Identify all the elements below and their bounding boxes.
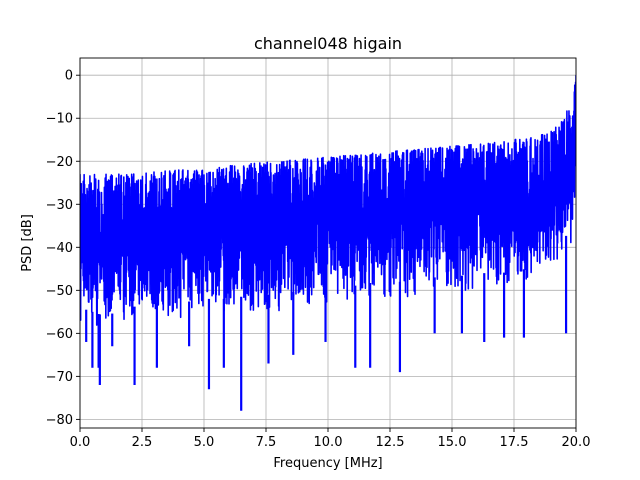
x-axis-label: Frequency [MHz] <box>273 456 382 471</box>
y-tick-label: −10 <box>46 112 73 127</box>
y-tick-label: −50 <box>46 284 73 299</box>
y-tick-label: −30 <box>46 198 73 213</box>
x-tick-label: 20.0 <box>562 435 591 450</box>
chart-title: channel048 higain <box>254 34 402 53</box>
y-axis-label: PSD [dB] <box>20 214 35 272</box>
x-tick-label: 0.0 <box>70 435 91 450</box>
x-tick-label: 15.0 <box>438 435 467 450</box>
psd-series-line <box>80 75 576 326</box>
x-tick-label: 12.5 <box>376 435 405 450</box>
y-tick-label: 0 <box>65 69 73 84</box>
y-tick-label: −80 <box>46 413 73 428</box>
data-layer <box>80 75 576 411</box>
y-tick-label: −20 <box>46 155 73 170</box>
x-tick-label: 10.0 <box>314 435 343 450</box>
y-tick-label: −70 <box>46 370 73 385</box>
x-tick-label: 2.5 <box>132 435 153 450</box>
y-tick-label: −60 <box>46 327 73 342</box>
y-tick-label: −40 <box>46 241 73 256</box>
x-tick-label: 5.0 <box>194 435 215 450</box>
x-tick-label: 7.5 <box>256 435 277 450</box>
x-tick-label: 17.5 <box>500 435 529 450</box>
tick-layer: 0.0 2.5 5.0 7.5 10.0 12.5 15.0 17.5 20.0 0 −10 −20 −… <box>46 69 591 450</box>
